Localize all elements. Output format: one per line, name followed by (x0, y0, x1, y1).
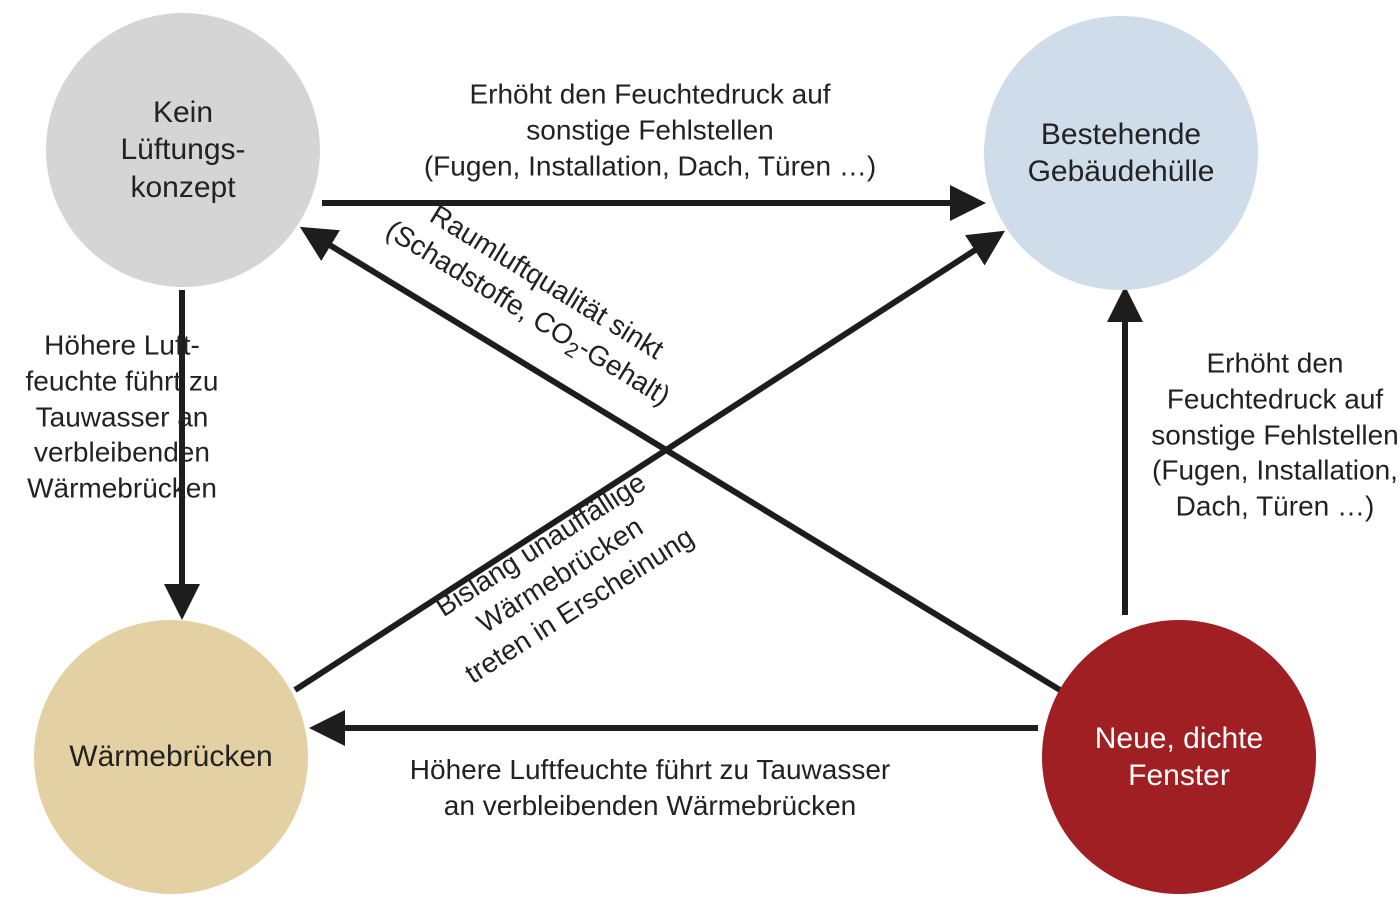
edge-br-to-tl-diag (305, 230, 1060, 690)
node-kein-lueftungskonzept: Kein Lüftungs- konzept (46, 13, 320, 287)
node-label: Neue, dichte Fenster (1095, 720, 1263, 795)
edge-label-bl-to-tr-diag: Bislang unauffälligeWärmebrückentreten i… (420, 459, 701, 692)
edge-label-br-to-bl: Höhere Luftfeuchte führt zu Tauwasseran … (410, 752, 890, 824)
node-waermebruecken: Wärmebrücken (34, 620, 308, 894)
node-label: Kein Lüftungs- konzept (120, 94, 245, 207)
edge-label-br-to-tr: Erhöht denFeuchtedruck aufsonstige Fehls… (1151, 345, 1398, 524)
edge-label-tl-to-bl: Höhere Luft-feuchte führt zuTauwasser an… (25, 327, 218, 506)
diagram-stage: Kein Lüftungs- konzept Bestehende Gebäud… (0, 0, 1400, 917)
edge-label-br-to-tl-diag: Raumluftqualität sinkt(Schadstoffe, CO2-… (376, 182, 695, 419)
node-bestehende-gebaeudehuelle: Bestehende Gebäudehülle (984, 16, 1258, 290)
edge-label-tl-to-tr: Erhöht den Feuchtedruck aufsonstige Fehl… (424, 76, 876, 183)
edge-bl-to-tr-diag (295, 234, 1000, 690)
node-label: Wärmebrücken (69, 738, 272, 776)
node-label: Bestehende Gebäudehülle (1028, 116, 1215, 191)
node-neue-dichte-fenster: Neue, dichte Fenster (1042, 620, 1316, 894)
